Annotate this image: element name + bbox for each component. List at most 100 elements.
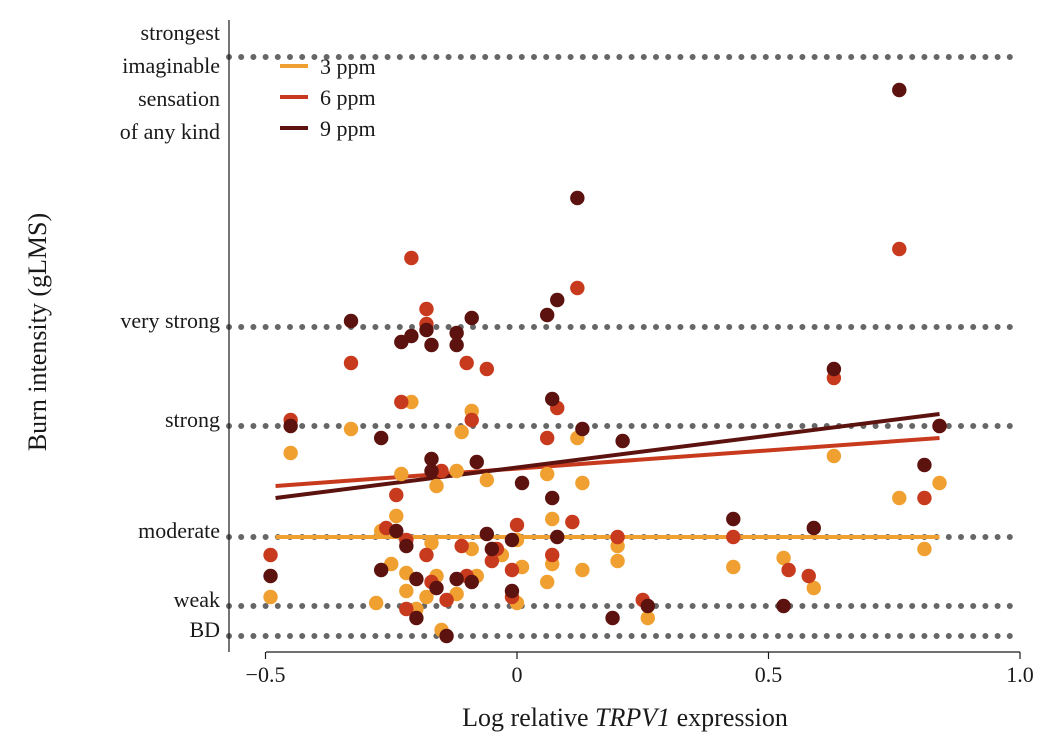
point-3-ppm: [283, 445, 298, 461]
level-label: weak: [174, 587, 220, 612]
point-6-ppm: [419, 547, 434, 563]
point-9-ppm: [539, 307, 555, 323]
point-9-ppm: [469, 454, 484, 470]
point-9-ppm: [932, 418, 947, 434]
point-6-ppm: [399, 601, 414, 617]
x-axis-title-prefix: Log relative: [462, 703, 595, 732]
point-9-ppm: [464, 310, 479, 326]
legend-label: 6 ppm: [320, 85, 376, 110]
point-9-ppm: [545, 490, 560, 506]
point-3-ppm: [404, 394, 419, 410]
point-9-ppm: [449, 571, 464, 587]
point-3-ppm: [343, 421, 359, 437]
point-9-ppm: [449, 325, 464, 341]
point-9-ppm: [424, 451, 439, 467]
point-9-ppm: [640, 598, 655, 614]
point-6-ppm: [539, 430, 555, 446]
point-9-ppm: [726, 511, 741, 527]
y-axis-title: Burn intensity (gLMS): [23, 213, 52, 451]
point-3-ppm: [399, 583, 414, 599]
point-6-ppm: [917, 490, 932, 506]
level-label: strongest: [141, 20, 220, 45]
point-6-ppm: [509, 517, 525, 533]
x-axis-title: Log relative TRPV1 expression: [462, 703, 788, 732]
point-6-ppm: [434, 463, 449, 479]
point-3-ppm: [575, 562, 590, 578]
point-9-ppm: [283, 418, 298, 434]
point-3-ppm: [424, 535, 439, 551]
point-3-ppm: [892, 490, 907, 506]
point-6-ppm: [479, 361, 495, 377]
point-3-ppm: [454, 424, 469, 440]
point-9-ppm: [605, 610, 620, 626]
point-9-ppm: [373, 562, 389, 578]
point-3-ppm: [539, 466, 555, 482]
point-9-ppm: [917, 457, 932, 473]
point-9-ppm: [419, 322, 434, 338]
x-axis-title-gene: TRPV1: [595, 703, 670, 732]
point-3-ppm: [575, 475, 590, 491]
x-tick-label: −0.5: [246, 662, 286, 687]
point-3-ppm: [368, 595, 384, 611]
point-9-ppm: [776, 598, 791, 614]
point-6-ppm: [464, 412, 479, 428]
level-label: imaginable: [122, 53, 220, 78]
point-9-ppm: [504, 532, 520, 548]
point-3-ppm: [917, 541, 932, 557]
regression-lines: [275, 412, 940, 539]
level-label: very strong: [120, 308, 220, 333]
point-6-ppm: [565, 514, 580, 530]
point-3-ppm: [826, 448, 842, 464]
x-axis-title-suffix: expression: [670, 703, 788, 732]
level-label: sensation: [138, 86, 220, 111]
point-6-ppm: [404, 250, 419, 266]
point-6-ppm: [394, 394, 409, 410]
point-9-ppm: [484, 541, 500, 557]
point-3-ppm: [389, 508, 404, 524]
reference-level-lines: BD weak moderate strong very strong strongest…: [120, 20, 1023, 642]
point-9-ppm: [263, 568, 278, 584]
point-3-ppm: [539, 574, 555, 590]
point-9-ppm: [570, 190, 585, 206]
point-9-ppm: [826, 361, 842, 377]
data-points: [263, 82, 947, 644]
axes: −0.5 0 0.5 1.0: [228, 20, 1034, 687]
point-3-ppm: [806, 580, 821, 596]
point-6-ppm: [263, 547, 278, 563]
fit-line-6-ppm: [275, 436, 940, 488]
point-6-ppm: [504, 562, 520, 578]
point-9-ppm: [892, 82, 907, 98]
point-3-ppm: [726, 559, 741, 575]
point-3-ppm: [776, 550, 791, 566]
point-6-ppm: [570, 280, 585, 296]
point-9-ppm: [464, 574, 479, 590]
point-3-ppm: [932, 475, 947, 491]
point-9-ppm: [409, 571, 424, 587]
fit-line-9-ppm: [275, 412, 940, 500]
point-3-ppm: [545, 511, 560, 527]
point-3-ppm: [640, 610, 655, 626]
legend-label: 9 ppm: [320, 116, 376, 141]
point-9-ppm: [575, 421, 590, 437]
point-9-ppm: [806, 520, 821, 536]
level-label: BD: [189, 617, 220, 642]
point-6-ppm: [610, 529, 625, 545]
point-6-ppm: [459, 355, 474, 371]
point-3-ppm: [449, 463, 464, 479]
point-9-ppm: [449, 337, 464, 353]
point-6-ppm: [389, 487, 404, 503]
point-3-ppm: [429, 478, 444, 494]
point-3-ppm: [610, 553, 625, 569]
point-3-ppm: [394, 466, 409, 482]
point-9-ppm: [550, 529, 565, 545]
point-9-ppm: [373, 430, 389, 446]
x-tick-label: 1.0: [1006, 662, 1034, 687]
point-9-ppm: [504, 583, 520, 599]
point-6-ppm: [484, 553, 500, 569]
point-9-ppm: [343, 313, 359, 329]
level-label: moderate: [138, 518, 220, 543]
point-9-ppm: [545, 391, 560, 407]
point-9-ppm: [424, 337, 439, 353]
point-3-ppm: [419, 589, 434, 605]
